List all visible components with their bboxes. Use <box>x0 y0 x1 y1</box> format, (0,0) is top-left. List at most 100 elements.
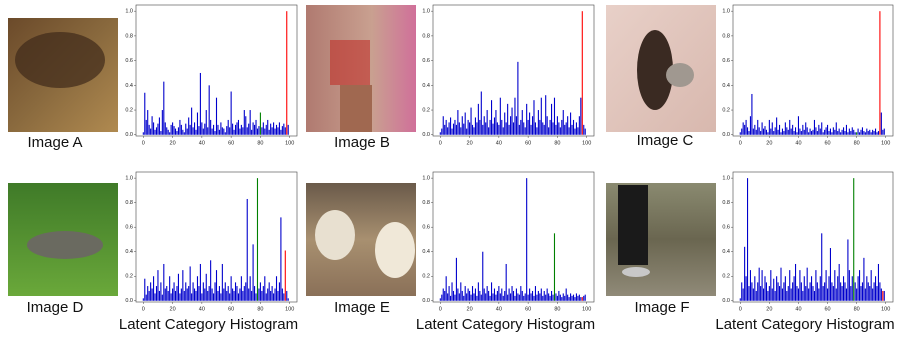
bar <box>465 286 466 301</box>
bar <box>149 291 150 301</box>
bar <box>468 289 469 301</box>
bar <box>514 98 515 135</box>
bar <box>770 129 771 135</box>
bar <box>166 286 167 301</box>
bar <box>853 178 854 301</box>
figure: Image AImage BImage CImage DImage EImage… <box>0 0 913 337</box>
bar <box>482 252 483 301</box>
bar <box>446 276 447 301</box>
bar <box>272 286 273 301</box>
bar <box>276 125 277 135</box>
bar <box>471 295 472 301</box>
bar <box>810 282 811 300</box>
bar <box>583 125 584 135</box>
bar <box>182 130 183 135</box>
bar <box>214 282 215 300</box>
y-tick-label: 0.0 <box>422 132 430 138</box>
bar <box>185 282 186 300</box>
bar <box>212 289 213 301</box>
bar <box>743 289 744 301</box>
bar <box>535 286 536 301</box>
y-tick-label: 1.0 <box>722 9 730 15</box>
bar <box>260 113 261 135</box>
y-tick-label: 0.2 <box>125 274 133 280</box>
bar <box>561 297 562 301</box>
bar <box>440 298 441 300</box>
bar <box>882 130 883 135</box>
bar <box>503 296 504 301</box>
bar <box>804 130 805 135</box>
bar <box>760 131 761 135</box>
bar <box>441 129 442 135</box>
bar <box>747 178 748 301</box>
bar <box>876 132 877 134</box>
bar <box>772 289 773 301</box>
bar <box>881 113 882 135</box>
bar <box>743 122 744 134</box>
bar <box>459 293 460 300</box>
bar <box>475 117 476 134</box>
bar <box>234 291 235 301</box>
bar <box>831 282 832 300</box>
bar <box>501 120 502 135</box>
bar <box>859 270 860 301</box>
bar <box>478 104 479 135</box>
bar <box>551 291 552 301</box>
bar <box>843 276 844 301</box>
bar <box>525 293 526 300</box>
bar <box>882 291 883 301</box>
bar <box>509 289 510 301</box>
bar <box>485 293 486 300</box>
bar <box>282 126 283 135</box>
bar <box>451 129 452 135</box>
bar <box>552 295 553 301</box>
bar <box>172 122 173 134</box>
y-tick-label: 0.4 <box>722 249 730 255</box>
bar <box>503 127 504 134</box>
bar <box>504 291 505 301</box>
bar <box>175 129 176 135</box>
image-label: Image A <box>27 134 82 151</box>
x-axis-label: Latent Category Histogram <box>119 316 298 333</box>
bar <box>569 297 570 301</box>
bar <box>152 116 153 135</box>
bar <box>764 126 765 135</box>
bar <box>544 291 545 301</box>
bar <box>558 122 559 134</box>
bar <box>273 293 274 300</box>
bar <box>516 289 517 301</box>
bar <box>481 92 482 135</box>
bar <box>571 296 572 301</box>
bar <box>532 116 533 135</box>
bar <box>276 276 277 301</box>
bar <box>815 270 816 301</box>
bar <box>242 291 243 301</box>
bar <box>234 130 235 135</box>
bar <box>773 279 774 301</box>
bar <box>833 286 834 301</box>
bar <box>209 286 210 301</box>
bar <box>844 131 845 135</box>
bar <box>228 120 229 135</box>
bar <box>484 116 485 135</box>
chart: 0.00.20.40.60.81.0020406080100 <box>422 5 594 146</box>
bar <box>254 286 255 301</box>
x-tick-label: 60 <box>228 306 234 312</box>
bar <box>163 264 164 301</box>
bar <box>863 258 864 301</box>
bar <box>229 293 230 300</box>
x-tick-label: 20 <box>170 306 176 312</box>
bar <box>462 291 463 301</box>
bar <box>748 131 749 135</box>
bar <box>879 282 880 300</box>
bar <box>487 286 488 301</box>
bar <box>824 130 825 135</box>
bar <box>810 129 811 135</box>
bar <box>564 125 565 135</box>
bar <box>874 131 875 135</box>
bar <box>763 129 764 135</box>
bar <box>210 260 211 300</box>
bar <box>853 130 854 135</box>
bar <box>473 293 474 300</box>
bar <box>171 125 172 135</box>
